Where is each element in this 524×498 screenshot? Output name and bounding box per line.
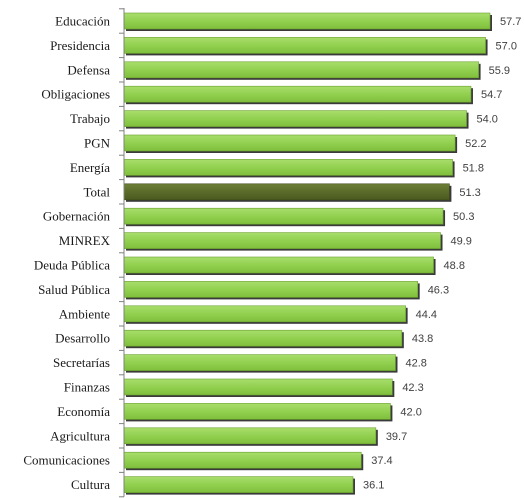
bar-total [123, 183, 450, 201]
value-label: 46.3 [428, 284, 449, 296]
value-label: 55.9 [489, 65, 510, 77]
value-label: 42.3 [402, 382, 423, 394]
bar [123, 110, 467, 127]
value-label: 42.0 [400, 406, 421, 418]
bar [123, 159, 453, 176]
bar [123, 256, 434, 274]
category-label: Educación [55, 14, 110, 29]
value-label: 57.7 [500, 16, 521, 28]
y-axis [119, 8, 125, 498]
category-label: Gobernación [43, 209, 111, 224]
category-label: Comunicaciones [23, 453, 110, 468]
bar [123, 12, 491, 30]
category-label: Finanzas [64, 380, 110, 395]
category-label: Presidencia [50, 38, 110, 53]
category-label: Energía [70, 160, 110, 175]
value-label: 36.1 [363, 480, 384, 492]
bar [123, 85, 472, 103]
category-label: Secretarías [53, 355, 110, 370]
bar [123, 305, 406, 323]
bar [123, 207, 444, 225]
value-label: 51.3 [459, 187, 480, 199]
bar [123, 37, 486, 54]
value-label: 50.3 [453, 211, 474, 223]
value-label: 54.7 [481, 89, 502, 101]
category-label: MINREX [59, 233, 111, 248]
category-label: PGN [84, 136, 111, 151]
bar [123, 61, 479, 79]
category-label: Economía [57, 404, 110, 419]
value-label: 51.8 [463, 162, 484, 174]
category-labels-group: Educación Presidencia Defensa Obligaciones T… [23, 14, 110, 493]
bar [123, 403, 391, 420]
bar [123, 451, 362, 469]
value-label: 48.8 [444, 260, 465, 272]
category-label: Cultura [71, 477, 110, 492]
bar [123, 134, 456, 152]
bar [123, 232, 441, 249]
value-label: 39.7 [386, 431, 407, 443]
value-label: 44.4 [416, 309, 437, 321]
category-label: Agricultura [50, 428, 110, 443]
value-label: 57.0 [496, 40, 517, 52]
category-label: Ambiente [59, 306, 110, 321]
value-label: 42.8 [405, 358, 426, 370]
bars-group [123, 12, 492, 495]
bar [123, 476, 354, 493]
value-label: 49.9 [451, 236, 472, 248]
category-label: Salud Pública [38, 282, 110, 297]
bar [123, 427, 377, 445]
value-label: 37.4 [371, 455, 392, 467]
category-label: Trabajo [70, 111, 110, 126]
bar [123, 281, 418, 298]
value-label: 52.2 [465, 138, 486, 150]
bar [123, 354, 396, 371]
value-label: 43.8 [412, 333, 433, 345]
value-label: 54.0 [477, 114, 498, 126]
category-label: Deuda Pública [34, 258, 110, 273]
category-label: Obligaciones [41, 87, 110, 102]
bar [123, 329, 403, 347]
value-labels-group: 57.7 57.0 55.9 54.7 54.0 52.2 51.8 51.3 50.3 49.9… [363, 16, 521, 492]
category-label: Defensa [67, 62, 110, 77]
category-label: Total [83, 184, 110, 199]
category-label: Desarrollo [55, 331, 110, 346]
bar [123, 378, 393, 396]
